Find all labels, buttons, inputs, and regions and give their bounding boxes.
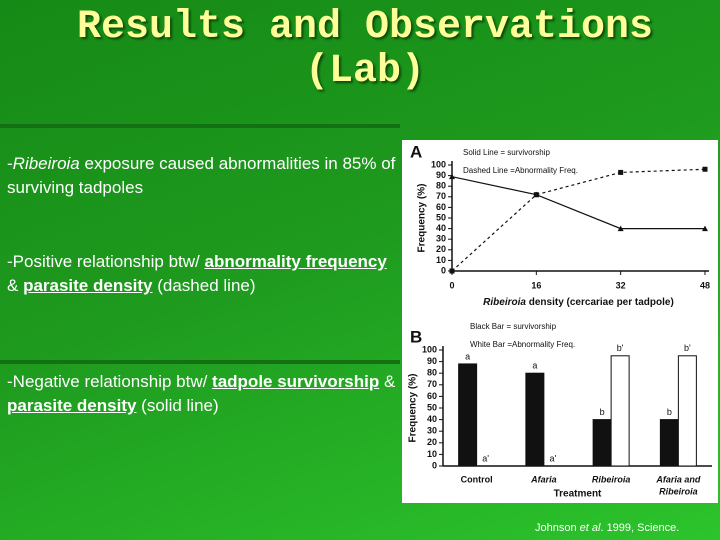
y-tick-label: 10	[427, 449, 437, 459]
divider	[0, 360, 400, 364]
marker	[702, 166, 708, 172]
bar	[458, 363, 478, 467]
x-tick-label: 32	[616, 280, 626, 290]
bar-letter: a	[532, 361, 537, 371]
marker	[533, 192, 539, 198]
text-run: &	[7, 276, 24, 295]
text-run: parasite density	[7, 396, 137, 415]
bar	[677, 355, 697, 467]
y-tick-label: 100	[431, 159, 446, 169]
text-run: parasite density	[23, 276, 153, 295]
text-run: (solid line)	[136, 396, 219, 415]
legend-label: Black Bar = survivorship	[470, 322, 557, 331]
y-tick-label: 40	[436, 223, 446, 233]
text-run: Johnson	[535, 522, 580, 534]
title-line: (Lab)	[304, 49, 426, 94]
y-tick-label: 70	[427, 379, 437, 389]
y-tick-label: 60	[436, 202, 446, 212]
bar	[610, 355, 630, 467]
line-series	[451, 176, 705, 230]
marker	[449, 268, 455, 274]
panel-letter: B	[410, 327, 422, 346]
x-label-part: Ribeiroia	[483, 297, 526, 308]
text-run: (dashed line)	[152, 276, 256, 295]
text-run: tadpole survivorship	[212, 372, 380, 391]
legend-label: White Bar =Abnormality Freq.	[470, 340, 575, 349]
line-series	[451, 168, 706, 272]
text-run: abnormality frequency	[204, 252, 387, 271]
x-tick-label: 48	[700, 280, 710, 290]
bullet: -Positive relationship btw/ abnormality …	[7, 250, 399, 298]
bullet: -Ribeiroia exposure caused abnormalities…	[7, 152, 399, 200]
bar-letter: a	[465, 351, 470, 361]
y-tick-label: 0	[441, 265, 446, 275]
bar-letter: b	[600, 407, 605, 417]
bar-letter: b	[667, 407, 672, 417]
x-tick-label: Afaria	[530, 474, 557, 484]
divider	[0, 124, 400, 128]
x-axis-label: Ribeiroia density (cercariae per tadpole…	[483, 297, 674, 308]
x-axis-label: Treatment	[554, 489, 602, 500]
y-tick-label: 50	[436, 212, 446, 222]
y-tick-label: 90	[436, 170, 446, 180]
y-axis-label: Frequency (%)	[417, 184, 428, 253]
text-run: -	[7, 154, 13, 173]
bar-letter: b'	[617, 343, 624, 353]
y-tick-label: 30	[436, 234, 446, 244]
x-label-part: density (cercariae per tadpole)	[529, 297, 674, 308]
x-tick-label: 0	[449, 280, 454, 290]
title-line: Results and Observations	[76, 5, 654, 50]
y-tick-label: 0	[432, 460, 437, 470]
bullet: -Negative relationship btw/ tadpole surv…	[7, 370, 399, 418]
y-tick-label: 60	[427, 391, 437, 401]
text-run: -Negative relationship btw/	[7, 372, 213, 391]
text-run: &	[379, 372, 396, 391]
text-run: . 1999, Science.	[600, 522, 680, 534]
bar	[592, 419, 612, 467]
citation: Johnson et al. 1999, Science.	[535, 522, 679, 534]
bar-letter: b'	[684, 343, 691, 353]
text-run: -Positive relationship btw/	[7, 252, 205, 271]
x-tick-label: Ribeiroia	[592, 474, 631, 484]
y-axis-label: Frequency (%)	[408, 374, 419, 443]
slide-title: Results and Observations (Lab)	[0, 6, 720, 94]
y-tick-label: 40	[427, 414, 437, 424]
y-tick-label: 70	[436, 191, 446, 201]
y-tick-label: 90	[427, 356, 437, 366]
bar	[525, 372, 545, 467]
y-tick-label: 30	[427, 426, 437, 436]
marker	[702, 225, 708, 232]
legend-label: Dashed Line =Abnormality Freq.	[463, 166, 578, 175]
y-tick-label: 10	[436, 255, 446, 265]
marker	[618, 169, 624, 175]
panel-letter: A	[410, 142, 422, 161]
y-tick-label: 80	[427, 368, 437, 378]
text-run: Ribeiroia	[12, 154, 80, 173]
y-tick-label: 80	[436, 181, 446, 191]
bar-letter: a'	[550, 453, 557, 463]
text-run: et al	[579, 522, 601, 534]
legend-label: Solid Line = survivorship	[463, 148, 550, 157]
bar	[659, 419, 679, 467]
marker	[449, 173, 455, 180]
x-tick-label: Ribeiroia	[659, 486, 698, 496]
y-tick-label: 100	[422, 344, 437, 354]
y-tick-label: 20	[436, 244, 446, 254]
bar-letter: a'	[482, 453, 489, 463]
x-tick-label: Afaria and	[655, 474, 701, 484]
x-tick-label: 16	[531, 280, 541, 290]
y-tick-label: 50	[427, 402, 437, 412]
marker	[617, 225, 624, 232]
y-tick-label: 20	[427, 437, 437, 447]
text-run: exposure caused abnormalities in 85% of …	[7, 154, 396, 197]
x-tick-label: Control	[461, 474, 493, 484]
